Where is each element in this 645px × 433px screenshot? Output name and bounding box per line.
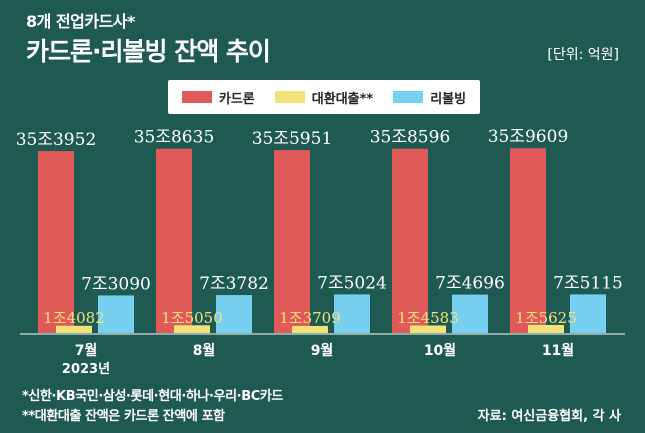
bar-revolving-4 [570,294,606,333]
value-label-refinance-1: 1조5050 [161,309,223,327]
value-label-card-loan-2: 35조5951 [252,129,333,149]
value-label-card-loan-4: 35조9609 [488,127,569,147]
value-label-revolving-1: 7조3782 [199,274,269,294]
bar-card-loan-4 [510,148,546,333]
chart-title: 카드론·리볼빙 잔액 추이 [26,37,271,66]
value-label-revolving-3: 7조4696 [435,274,505,294]
bar-refinance-4 [528,324,564,333]
bar-refinance-3 [410,325,446,333]
bar-revolving-2 [334,294,370,333]
legend: 카드론 대환대출** 리볼빙 [168,80,480,114]
year-label: 2023년 [62,362,110,377]
bar-refinance-0 [56,325,92,333]
legend-swatch-card-loan [181,91,212,103]
legend-label-card-loan: 카드론 [218,91,255,107]
value-label-card-loan-1: 35조8635 [134,128,215,148]
bar-revolving-1 [216,295,252,333]
bar-card-loan-3 [392,148,428,333]
bar-revolving-3 [452,294,488,333]
value-label-refinance-4: 1조5625 [515,309,577,327]
bar-card-loan-1 [156,148,192,333]
value-label-refinance-3: 1조4583 [397,309,459,327]
footnote-card-companies: *신한·KB국민·삼성·롯데·현대·하나·우리·BC카드 [22,389,283,404]
bar-refinance-1 [174,325,210,333]
legend-item-card-loan: 카드론 [181,88,255,107]
category-label-4: 11월 [542,342,574,359]
legend-label-revolving: 리볼빙 [430,91,467,107]
value-label-refinance-0: 1조4082 [43,309,105,327]
category-label-0: 7월 [75,342,98,359]
legend-item-revolving: 리볼빙 [393,88,466,107]
bar-revolving-0 [98,295,134,333]
bar-card-loan-0 [38,151,74,333]
legend-item-refinance: 대환대출** [274,88,374,107]
unit-label: [단위: 억원] [547,47,619,63]
value-label-revolving-4: 7조5115 [553,273,623,293]
value-label-revolving-0: 7조3090 [81,274,151,294]
chart-kicker: 8개 전업카드사* [26,12,135,31]
legend-swatch-revolving [393,91,424,103]
value-label-card-loan-3: 35조8596 [370,128,451,148]
bar-refinance-2 [292,325,328,333]
source-note: 자료: 여신금융협회, 각 사 [477,409,621,424]
bar-card-loan-2 [274,150,310,333]
value-label-revolving-2: 7조5024 [317,273,387,293]
legend-label-refinance: 대환대출** [311,91,374,107]
category-label-2: 9월 [311,342,334,359]
category-label-1: 8월 [193,342,216,359]
value-label-card-loan-0: 35조3952 [16,130,97,150]
category-label-3: 10월 [424,342,456,359]
value-label-refinance-2: 1조3709 [279,309,341,327]
legend-swatch-refinance [274,91,305,103]
footnote-refinance: **대환대출 잔액은 카드론 잔액에 포함 [22,409,225,424]
